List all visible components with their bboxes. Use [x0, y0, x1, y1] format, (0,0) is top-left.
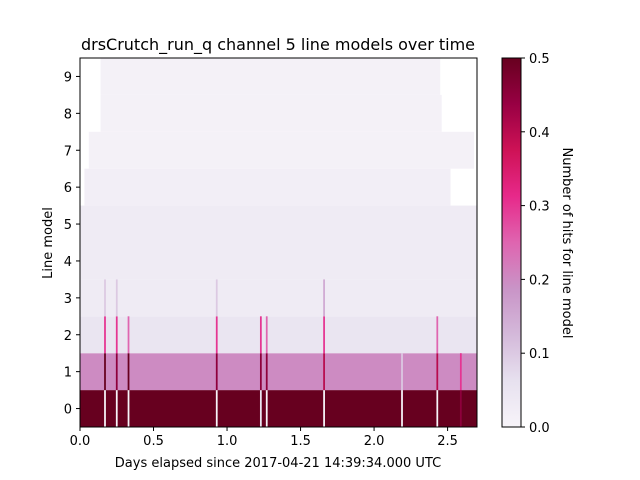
x-tick-label: 2.0 — [364, 434, 385, 449]
heatmap-cell — [401, 390, 403, 427]
heatmap-cell — [127, 316, 130, 354]
colorbar-axis: 0.0 0.1 0.2 0.3 0.4 0.5 — [521, 52, 550, 436]
y-tick-label: 0 — [64, 403, 72, 418]
heatmap-cell — [259, 353, 262, 391]
heatmap-cell — [401, 353, 403, 391]
heatmap-cell — [459, 390, 462, 427]
colorbar-tick-label: 0.2 — [529, 273, 550, 288]
heatmap-cells — [80, 58, 477, 427]
heatmap-cell — [127, 390, 130, 427]
heatmap-row-9 — [100, 58, 441, 95]
y-tick-label: 7 — [64, 144, 72, 159]
x-tick-label: 0.5 — [143, 434, 164, 449]
heatmap-cell — [115, 316, 118, 354]
x-tick-label: 0.0 — [70, 434, 91, 449]
plot-frame — [79, 57, 478, 428]
heatmap-cell — [265, 316, 268, 354]
heatmap-cell — [436, 353, 439, 391]
heatmap-row-4 — [80, 242, 477, 280]
x-axis-label: Days elapsed since 2017-04-21 14:39:34.0… — [115, 456, 441, 471]
colorbar-tick-label: 0.5 — [529, 52, 550, 67]
heatmap-row-3 — [80, 279, 477, 317]
heatmap-cell — [104, 390, 106, 427]
y-tick-label: 4 — [64, 255, 72, 270]
heatmap-row-2 — [80, 316, 477, 354]
y-tick-label: 8 — [64, 107, 72, 122]
colorbar — [501, 57, 522, 428]
heatmap-cell — [127, 353, 130, 391]
colorbar-label: Number of hits for line model — [559, 148, 574, 339]
heatmap-cell — [259, 390, 262, 427]
heatmap-cell — [115, 390, 118, 427]
heatmap-cell — [104, 279, 106, 317]
y-tick-label: 9 — [64, 70, 72, 85]
colorbar-tick-label: 0.3 — [529, 200, 550, 215]
heatmap-row-7 — [88, 131, 475, 169]
colorbar-tick-label: 0.0 — [529, 421, 550, 436]
heatmap-cell — [323, 353, 325, 391]
x-tick-label: 1.5 — [290, 434, 311, 449]
heatmap-cell — [436, 316, 439, 354]
heatmap-cell — [104, 353, 106, 391]
heatmap-row-5 — [80, 205, 477, 243]
y-tick-label: 6 — [64, 181, 72, 196]
y-tick-label: 3 — [64, 292, 72, 307]
y-axis-label: Line model — [41, 207, 56, 279]
heatmap-row-1 — [80, 353, 477, 391]
heatmap-cell — [459, 353, 462, 391]
heatmap-row-8 — [100, 94, 442, 132]
y-axis: 0 1 2 3 4 5 6 7 8 9 — [64, 70, 80, 418]
heatmap-cell — [215, 316, 218, 354]
heatmap-cell — [115, 279, 118, 317]
heatmap-row-6 — [84, 168, 451, 206]
colorbar-tick-label: 0.4 — [529, 126, 550, 141]
colorbar-tick-label: 0.1 — [529, 347, 550, 362]
heatmap-cell — [104, 316, 106, 354]
y-tick-label: 5 — [64, 218, 72, 233]
heatmap-cell — [259, 316, 262, 354]
heatmap-cell — [265, 390, 268, 427]
heatmap-cell — [215, 390, 218, 427]
heatmap-cell — [436, 390, 439, 427]
x-tick-label: 2.5 — [437, 434, 458, 449]
heatmap-cell — [265, 353, 268, 391]
y-tick-label: 2 — [64, 329, 72, 344]
x-axis: 0.0 0.5 1.0 1.5 2.0 2.5 — [70, 427, 458, 449]
heatmap-cell — [323, 279, 325, 317]
chart-title: drsCrutch_run_q channel 5 line models ov… — [81, 35, 475, 55]
heatmap-cell — [323, 316, 325, 354]
y-tick-label: 1 — [64, 366, 72, 381]
heatmap-cell — [323, 390, 325, 427]
heatmap-cell — [115, 353, 118, 391]
heatmap-cell — [215, 279, 218, 317]
heatmap-cell — [215, 353, 218, 391]
x-tick-label: 1.0 — [217, 434, 238, 449]
heatmap-row-0 — [80, 390, 477, 427]
